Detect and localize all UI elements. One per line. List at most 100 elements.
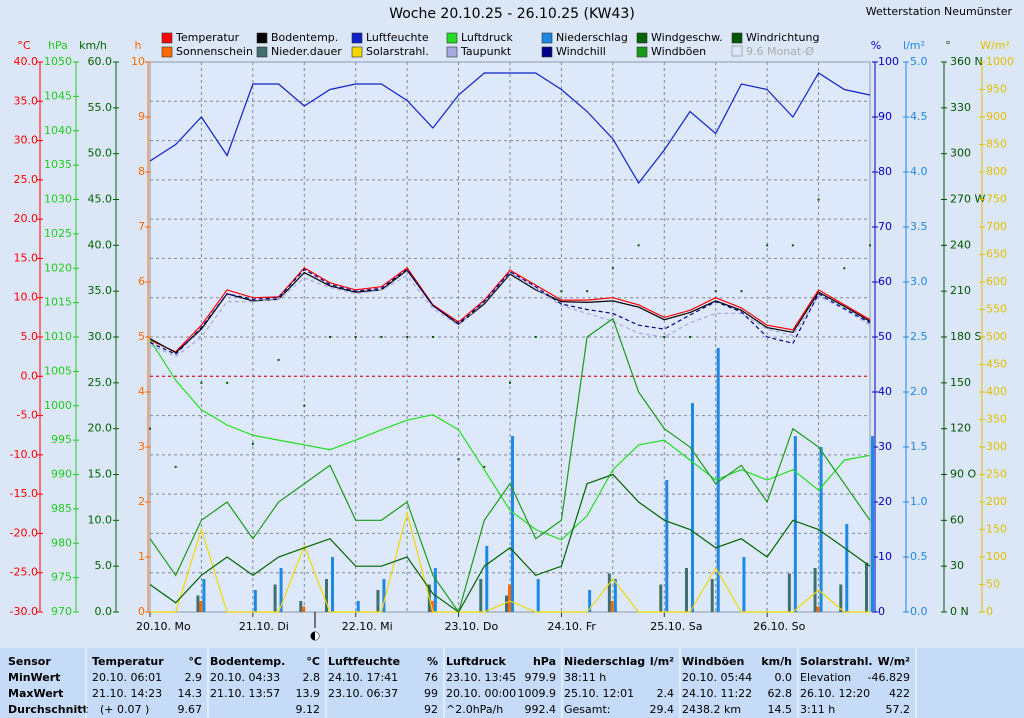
axis-tick-label: 1010 bbox=[44, 330, 72, 343]
axis-tick-label: 5.0 bbox=[21, 330, 39, 343]
axis-tick-label: 600 bbox=[986, 275, 1007, 288]
bar bbox=[871, 436, 874, 612]
legend-swatch bbox=[446, 32, 458, 44]
axis-tick-label: 30.0 bbox=[88, 330, 113, 343]
axis-tick-label: 1045 bbox=[44, 89, 72, 102]
bar bbox=[302, 606, 306, 612]
axis-tick-label: -30.0 bbox=[10, 605, 38, 618]
axis-tick-label: 1030 bbox=[44, 193, 72, 206]
axis-tick-label: 2 bbox=[138, 495, 145, 508]
axis-tick-label: 20 bbox=[878, 495, 892, 508]
dot bbox=[277, 358, 280, 361]
dot bbox=[226, 381, 229, 384]
axis-tick-label: 120 bbox=[950, 422, 971, 435]
legend-label: Windrichtung bbox=[746, 31, 819, 44]
dot bbox=[817, 198, 820, 201]
bar bbox=[865, 562, 868, 612]
axis-tick-label: 900 bbox=[986, 110, 1007, 123]
legend-label: Solarstrahl. bbox=[366, 45, 429, 58]
axis-tick-label: 15.0 bbox=[14, 251, 39, 264]
axis-tick-label: 7 bbox=[138, 220, 145, 233]
axis-tick-label: 1015 bbox=[44, 296, 72, 309]
table-value: 2.9 bbox=[185, 671, 203, 684]
table-unit: % bbox=[427, 655, 438, 668]
axis-tick-label: 550 bbox=[986, 303, 1007, 316]
dot bbox=[740, 290, 743, 293]
bar bbox=[787, 573, 791, 612]
bar bbox=[742, 557, 746, 612]
legend-swatch bbox=[256, 46, 268, 58]
axis-tick-label: 1035 bbox=[44, 158, 72, 171]
legend-swatch bbox=[256, 32, 268, 44]
axis-tick-label: 1000 bbox=[986, 55, 1014, 68]
table-value: 13.9 bbox=[296, 687, 321, 700]
legend-swatch bbox=[161, 46, 173, 58]
axis-unit: % bbox=[871, 39, 881, 52]
dot bbox=[560, 290, 563, 293]
table-cell: 20.10. 05:44 bbox=[682, 671, 752, 684]
axis-tick-label: 35.0 bbox=[14, 94, 39, 107]
dot bbox=[354, 336, 357, 338]
axis-tick-label: 1020 bbox=[44, 261, 72, 274]
axis-tick-label: 650 bbox=[986, 248, 1007, 261]
dot bbox=[483, 465, 486, 468]
axis-tick-label: 90 bbox=[878, 110, 892, 123]
axis-tick-label: 40 bbox=[878, 385, 892, 398]
table-unit: hPa bbox=[533, 655, 556, 668]
dot bbox=[611, 267, 614, 270]
dot bbox=[586, 290, 589, 293]
axis-tick-label: 0 bbox=[138, 605, 145, 618]
x-tick-label: 23.10. Do bbox=[445, 620, 499, 633]
x-tick-label: 20.10. Mo bbox=[136, 620, 191, 633]
axis-tick-label: 50 bbox=[878, 330, 892, 343]
bar bbox=[479, 579, 483, 612]
table-value: 9.12 bbox=[296, 703, 321, 716]
table-cell: (+ 0.07 ) bbox=[100, 703, 149, 716]
axis-tick-label: 70 bbox=[878, 220, 892, 233]
dot bbox=[663, 336, 666, 338]
axis-tick-label: 450 bbox=[986, 358, 1007, 371]
axis-tick-label: 985 bbox=[51, 502, 72, 515]
table-cell: 24.10. 11:22 bbox=[682, 687, 752, 700]
table-value: 14.5 bbox=[768, 703, 793, 716]
axis-tick-label: 3.5 bbox=[910, 220, 928, 233]
axis-tick-label: 45.0 bbox=[88, 193, 113, 206]
table-row-label: Sensor bbox=[8, 655, 51, 668]
bar bbox=[845, 524, 849, 612]
bar bbox=[536, 579, 540, 612]
table-cell: 38:11 h bbox=[564, 671, 606, 684]
table-value: 2.4 bbox=[657, 687, 675, 700]
bar bbox=[505, 595, 508, 612]
stats-table: Sensor MinWert MaxWert Durchschnitt Temperat… bbox=[0, 648, 1024, 718]
legend-swatch bbox=[636, 46, 648, 58]
table-cell: Gesamt: bbox=[564, 703, 611, 716]
legend-label: Windböen bbox=[651, 45, 706, 58]
series-line bbox=[149, 72, 871, 185]
axis-tick-label: 5 bbox=[138, 330, 145, 343]
axis-tick-label: 20.0 bbox=[14, 212, 39, 225]
series-line bbox=[149, 339, 871, 541]
dot bbox=[329, 336, 331, 338]
axis-tick-label: 1025 bbox=[44, 227, 72, 240]
axis-tick-label: 60.0 bbox=[88, 55, 113, 68]
bar bbox=[299, 601, 303, 612]
table-row-label: Durchschnitt bbox=[8, 703, 88, 716]
table-cell: ^2.0hPa/h bbox=[446, 703, 503, 716]
dot bbox=[303, 404, 306, 407]
table-row-label: MaxWert bbox=[8, 687, 63, 700]
table-value: 62.8 bbox=[768, 687, 793, 700]
legend-swatch bbox=[541, 32, 553, 44]
bar bbox=[613, 579, 617, 612]
axis-tick-label: 150 bbox=[986, 523, 1007, 536]
table-cell: 20.10. 00:00 bbox=[446, 687, 516, 700]
axis-tick-label: 9 bbox=[138, 110, 145, 123]
axis-tick-label: 10.0 bbox=[14, 291, 39, 304]
axis-tick-label: 2.5 bbox=[910, 330, 928, 343]
dot bbox=[174, 465, 177, 468]
table-value: 2.8 bbox=[303, 671, 321, 684]
axis-unit: ° bbox=[945, 39, 951, 52]
axis-tick-label: 4 bbox=[138, 385, 145, 398]
axis-tick-label: 270 W bbox=[950, 193, 985, 206]
axis-tick-label: 15.0 bbox=[88, 468, 113, 481]
